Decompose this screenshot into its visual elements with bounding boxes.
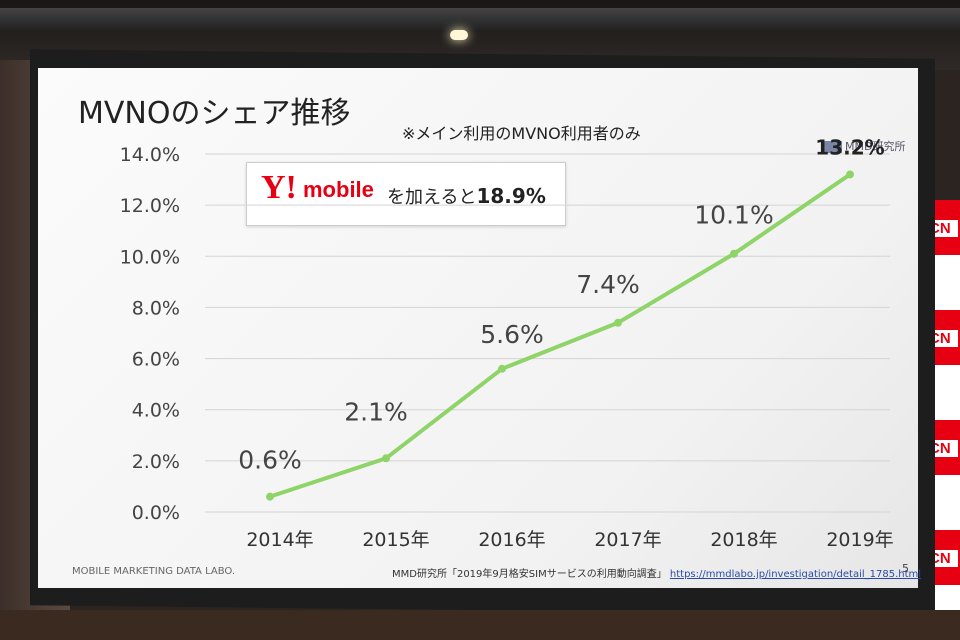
y-tick-label: 14.0%	[120, 144, 180, 166]
ymobile-logo-y: Y!	[261, 169, 297, 206]
data-point	[846, 170, 854, 179]
mmd-logo-icon	[824, 141, 842, 153]
series-line	[269, 172, 852, 499]
ymobile-logo-text: mobile	[303, 177, 374, 202]
footer-source-text: MMD研究所「2019年9月格安SIMサービスの利用動向調査」	[392, 569, 667, 580]
x-tick-label: 2014年	[246, 529, 313, 551]
callout-phrase: を加えると	[387, 187, 477, 208]
data-label: 0.6%	[238, 446, 302, 475]
data-label: 13.2%	[815, 135, 884, 159]
slide-subtitle: ※メイン利用のMVNO利用者のみ	[402, 124, 641, 143]
y-tick-label: 12.0%	[120, 195, 180, 217]
data-label: 2.1%	[344, 397, 408, 426]
y-tick-label: 6.0%	[132, 349, 180, 371]
callout-value: 18.9%	[476, 184, 546, 208]
y-tick-label: 2.0%	[132, 451, 180, 473]
x-tick-label: 2018年	[710, 529, 777, 551]
footer-source-link[interactable]: https://mmdlabo.jp/investigation/detail_…	[669, 569, 922, 580]
x-tick-label: 2015年	[362, 529, 429, 551]
x-tick-label: 2017年	[594, 529, 661, 551]
ceiling-lamp	[450, 30, 468, 40]
data-point	[498, 364, 506, 373]
x-tick-label: 2019年	[826, 529, 893, 551]
data-point	[614, 318, 622, 327]
data-label: 7.4%	[576, 270, 640, 299]
footer-source: MMD研究所「2019年9月格安SIMサービスの利用動向調査」 https://…	[392, 565, 921, 580]
footer-logo: MOBILE MARKETING DATA LABO.	[72, 566, 236, 577]
y-tick-label: 4.0%	[132, 400, 180, 422]
mmd-logo-text: MMD研究所	[845, 140, 906, 153]
ceiling-pipe	[0, 8, 960, 30]
data-point	[382, 454, 390, 463]
ymobile-callout: Y! mobile を加えると18.9%	[246, 162, 566, 226]
data-label: 5.6%	[480, 320, 544, 349]
data-point	[730, 249, 738, 258]
presentation-slide	[38, 68, 918, 588]
page-number: 5	[902, 562, 909, 575]
x-tick-label: 2016年	[478, 529, 545, 551]
mmd-logo: MMD研究所	[824, 138, 905, 154]
stage-floor	[0, 610, 960, 640]
data-point	[266, 492, 274, 501]
data-label: 10.1%	[694, 201, 773, 230]
callout-text: を加えると18.9%	[387, 183, 546, 209]
y-tick-label: 0.0%	[132, 502, 180, 524]
slide-title: MVNOのシェア推移	[78, 96, 351, 131]
y-tick-label: 10.0%	[120, 246, 180, 268]
y-tick-label: 8.0%	[132, 297, 180, 319]
